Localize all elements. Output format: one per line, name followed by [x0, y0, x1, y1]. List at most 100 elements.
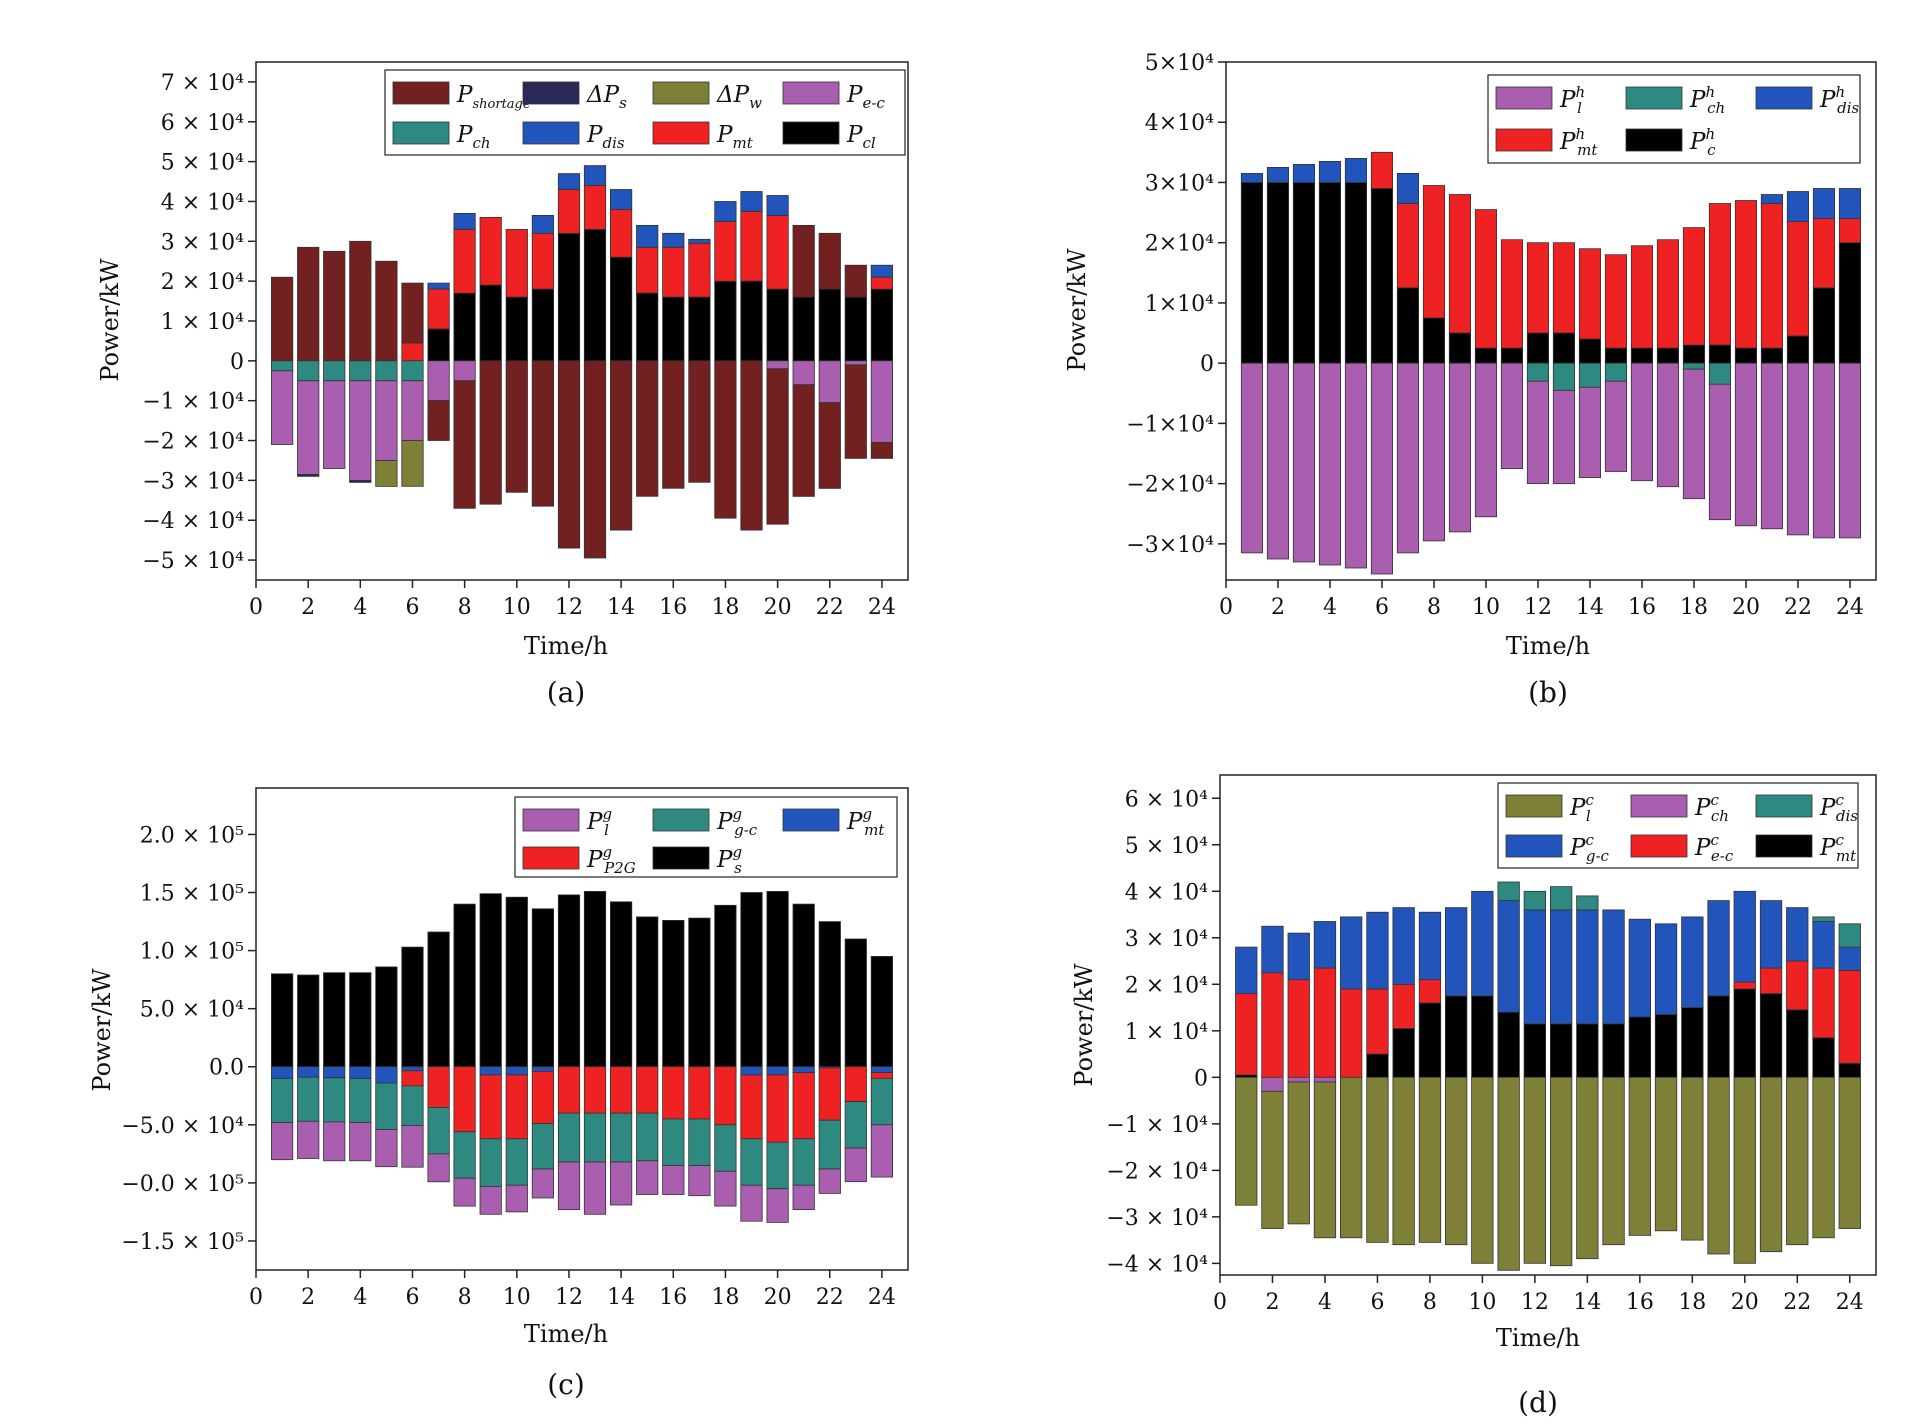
bar-segment-P_l^g — [714, 1170, 737, 1207]
x-tick-label: 22 — [1783, 1290, 1811, 1315]
bar-segment-P_mt — [870, 276, 894, 290]
bar-segment-P_cl — [636, 292, 659, 362]
bar-segment-P_l^h — [1552, 389, 1576, 485]
bar-segment-P_mt^c — [1681, 1007, 1704, 1078]
x-tick-label: 16 — [659, 595, 687, 620]
bar-segment-P_mt^h — [1630, 245, 1654, 349]
y-tick-label: −5 × 10⁴ — [142, 549, 244, 574]
bar-segment-P_ch^h — [1604, 362, 1628, 382]
bar-segment-P_c^h — [1500, 347, 1524, 364]
bar-segment-P_dis — [610, 189, 633, 210]
bar-segment-P_cl — [740, 280, 763, 362]
bar-segment-P_l^c — [1261, 1090, 1284, 1229]
bar-segment-P_l^c — [1523, 1076, 1546, 1264]
x-tick-label: 24 — [868, 595, 896, 620]
bar-segment-P_mt^c — [1366, 1053, 1389, 1078]
bar-segment-P_shortage_neg — [714, 360, 737, 519]
bar-segment-P_mt — [583, 185, 607, 230]
bar-segment-P_l^h — [1474, 362, 1498, 518]
bar-segment-P_shortage_neg — [844, 364, 867, 459]
bar-segment-P_ch^c — [1261, 1076, 1284, 1092]
bar-segment-P_e-c^c — [1235, 993, 1258, 1076]
bar-segment-P_g-c^g — [270, 1078, 294, 1123]
bar-segment-P_g-c^g — [427, 1107, 450, 1155]
x-tick-label: 18 — [711, 1285, 739, 1310]
x-tick-label: 2 — [301, 1285, 315, 1310]
bar-segment-P_e-c — [375, 380, 398, 461]
bar-segment-P_c^h — [1422, 317, 1446, 364]
bar-segment-P_shortage_neg — [662, 360, 685, 489]
bar-segment-P_mt — [714, 220, 737, 282]
legend-label: Ph l — [1559, 83, 1585, 117]
bar-segment-P_c^h — [1578, 338, 1602, 364]
panel-caption: (d) — [1518, 1386, 1558, 1419]
plot-frame — [1219, 774, 1877, 1276]
bar-segment-P_ch^h — [1552, 362, 1576, 391]
bar-segment-P_ch — [375, 360, 398, 382]
bar-segment-P_mt^c — [1445, 995, 1468, 1078]
bar-segment-P_l^c — [1366, 1076, 1389, 1243]
bar-segment-P_mt^c — [1628, 1016, 1651, 1078]
x-tick-label: 12 — [555, 595, 583, 620]
panel-caption: (a) — [547, 676, 586, 709]
x-tick-label: 10 — [503, 595, 531, 620]
bar-segment-P_g-c^g — [766, 1141, 789, 1190]
y-tick-label: −1×10⁴ — [1126, 412, 1214, 437]
legend-label: Pg s — [716, 843, 742, 877]
bar-segment-P_P2G^g — [636, 1066, 659, 1114]
bar-segment-P_P2G^g — [505, 1074, 528, 1140]
plot-frame — [255, 787, 909, 1271]
bar-segment-P_l^c — [1418, 1076, 1442, 1243]
bar-segment-P_ch — [323, 360, 346, 382]
x-tick-label: 20 — [1732, 595, 1760, 620]
legend-item-P_P2G^g: Pg P2G — [522, 843, 636, 877]
bar-segment-P_c^h — [1760, 347, 1784, 364]
legend-swatch — [1755, 794, 1813, 818]
y-tick-label: −2 × 10⁴ — [1106, 1159, 1208, 1184]
legend-item-ΔP_w: ΔPw — [652, 81, 762, 112]
bar-segment-P_P2G^g — [766, 1074, 789, 1143]
legend-label: Pc e-c — [1694, 831, 1734, 865]
bar-segment-P_mt^h — [1786, 221, 1810, 337]
bar-segment-P_mt^c — [1733, 988, 1756, 1078]
bar-segment-P_e-c — [401, 380, 424, 441]
bar-segment-P_P2G^g — [714, 1066, 737, 1126]
bar-segment-P_c^h — [1708, 344, 1732, 364]
bar-segment-P_mt^h — [1708, 203, 1732, 346]
bar-segment-P_l^c — [1707, 1076, 1730, 1255]
bar-segment-P_dis — [636, 224, 659, 248]
bar-segment-P_s^g — [766, 891, 789, 1068]
bar-segment-P_mt^h — [1474, 209, 1498, 349]
y-tick-label: 7 × 10⁴ — [161, 71, 244, 96]
bar-segment-P_mt — [479, 216, 502, 286]
bar-segment-P_P2G^g — [818, 1067, 841, 1121]
legend-swatch — [522, 121, 580, 145]
bar-segment-P_s^g — [688, 917, 711, 1068]
bar-segment-P_g-c^c — [1838, 946, 1861, 971]
bar-segment-P_mt^h — [1552, 242, 1576, 334]
y-tick-label: −1 × 10⁴ — [142, 390, 244, 415]
bar-segment-P_g-c^g — [714, 1124, 737, 1172]
x-tick-label: 2 — [1271, 595, 1285, 620]
bar-segment-P_e-c — [297, 380, 320, 475]
bar-segment-P_l^h — [1760, 362, 1784, 530]
y-tick-label: −5.0 × 10⁴ — [121, 1114, 244, 1139]
bar-segment-P_shortage — [297, 246, 320, 362]
bar-segment-P_cl — [427, 328, 450, 362]
bar-segment-P_g-c^g — [297, 1076, 320, 1122]
bar-segment-P_e-c — [844, 360, 867, 366]
bar-segment-P_mt — [505, 228, 528, 298]
bar-segment-P_cl — [453, 292, 476, 362]
bar-segment-P_g-c^g — [479, 1138, 502, 1187]
y-tick-label: 0.0 — [209, 1056, 244, 1081]
x-tick-label: 12 — [1524, 595, 1552, 620]
bar-segment-P_mt^c — [1838, 1063, 1861, 1078]
y-tick-label: −2×10⁴ — [1126, 473, 1214, 498]
bar-segment-P_dis^h — [1240, 172, 1264, 183]
bar-segment-P_g-c^c — [1366, 911, 1389, 990]
y-tick-label: −1 × 10⁴ — [1106, 1113, 1208, 1138]
